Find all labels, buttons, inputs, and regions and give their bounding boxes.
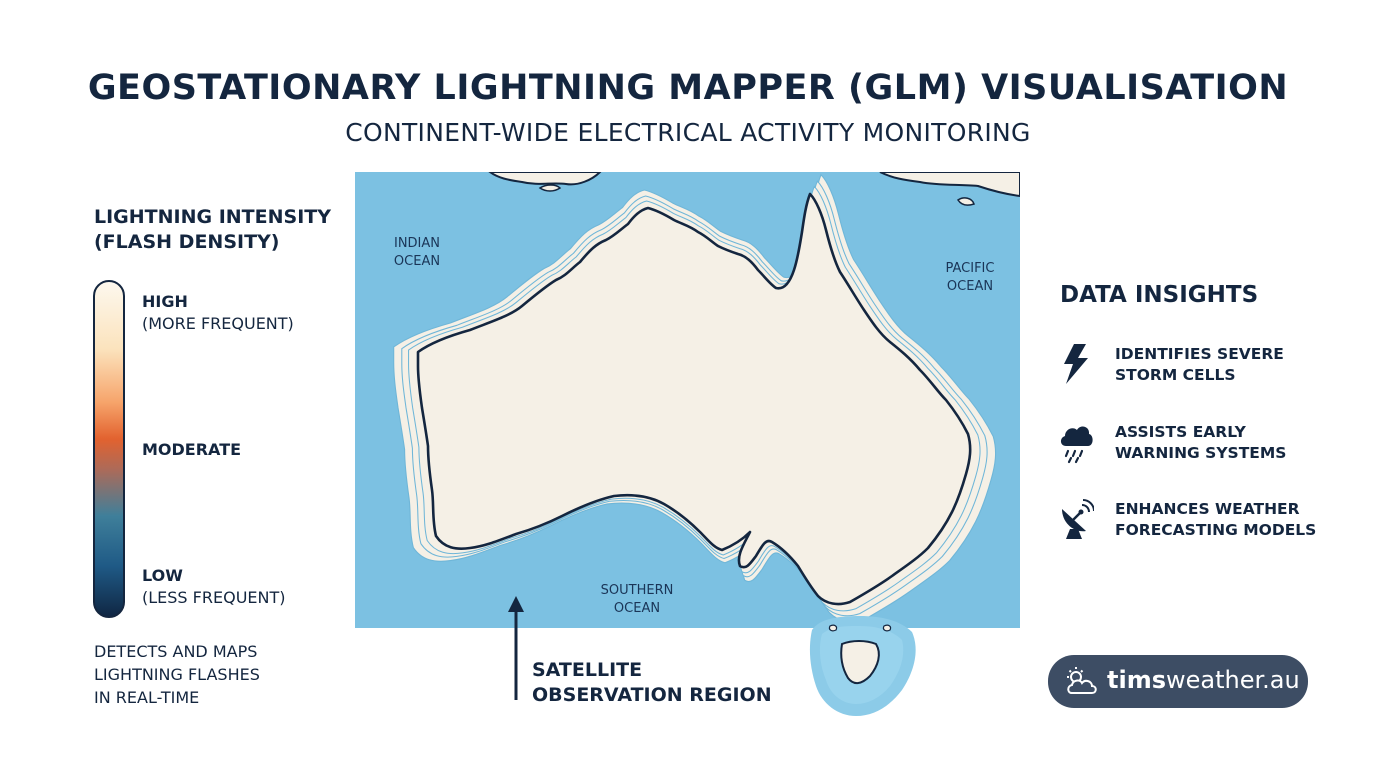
brand-name-part2: weather.au bbox=[1166, 666, 1300, 694]
region-arrow-head bbox=[508, 596, 524, 612]
insight-line1: IDENTIFIES SEVERE bbox=[1115, 345, 1284, 363]
page-title: GEOSTATIONARY LIGHTNING MAPPER (GLM) VIS… bbox=[87, 68, 1289, 108]
island-north bbox=[488, 172, 602, 186]
page-subtitle: CONTINENT-WIDE ELECTRICAL ACTIVITY MONIT… bbox=[345, 118, 1031, 147]
legend-note-line1: DETECTS AND MAPS bbox=[94, 642, 258, 661]
insight-line2: STORM CELLS bbox=[1115, 366, 1236, 384]
legend-high-note: (MORE FREQUENT) bbox=[142, 314, 294, 333]
observation-region-label: SATELLITE OBSERVATION REGION bbox=[532, 658, 772, 708]
insight-line2: FORECASTING MODELS bbox=[1115, 521, 1317, 539]
insight-line1: ASSISTS EARLY bbox=[1115, 423, 1246, 441]
insight-line1: ENHANCES WEATHER bbox=[1115, 500, 1300, 518]
legend-moderate-label: MODERATE bbox=[142, 440, 242, 459]
legend-note-line2: LIGHTNING FLASHES bbox=[94, 665, 260, 684]
island-small bbox=[956, 197, 975, 206]
observation-region-line2: OBSERVATION REGION bbox=[532, 684, 772, 706]
legend-low-label: LOW bbox=[142, 566, 183, 585]
sun-cloud-icon bbox=[1067, 667, 1097, 694]
pacific-ocean-label-2: OCEAN bbox=[947, 279, 993, 294]
island-new-guinea bbox=[879, 172, 1020, 198]
insight-item-early-warning: ASSISTS EARLY WARNING SYSTEMS bbox=[1058, 420, 1358, 468]
legend-note-line3: IN REAL-TIME bbox=[94, 688, 200, 707]
insights-title: DATA INSIGHTS bbox=[1060, 282, 1259, 308]
legend-title-line1: LIGHTNING INTENSITY bbox=[94, 206, 331, 228]
legend-high-label: HIGH bbox=[142, 292, 188, 311]
bass-strait-islands bbox=[828, 624, 892, 632]
indian-ocean-label-2: OCEAN bbox=[394, 254, 440, 269]
legend-low-note: (LESS FREQUENT) bbox=[142, 588, 286, 607]
southern-ocean-label-2: OCEAN bbox=[614, 601, 660, 616]
lightning-bolt-icon bbox=[1064, 344, 1088, 384]
brand-name-part1: tims bbox=[1107, 666, 1166, 694]
island-small bbox=[538, 184, 562, 192]
observation-region-line1: SATELLITE bbox=[532, 659, 643, 681]
legend-title-line2: (FLASH DENSITY) bbox=[94, 231, 280, 253]
insight-item-storm-cells: IDENTIFIES SEVERE STORM CELLS bbox=[1058, 342, 1358, 390]
storm-cloud-icon bbox=[1060, 426, 1093, 464]
legend-title: LIGHTNING INTENSITY (FLASH DENSITY) bbox=[94, 205, 331, 255]
insight-line2: WARNING SYSTEMS bbox=[1115, 444, 1287, 462]
brand-name: timsweather.au bbox=[1107, 666, 1300, 694]
legend-note: DETECTS AND MAPS LIGHTNING FLASHES IN RE… bbox=[94, 640, 314, 709]
satellite-dish-icon bbox=[1062, 499, 1094, 539]
pacific-ocean-label-1: PACIFIC bbox=[946, 261, 995, 276]
intensity-color-scale bbox=[93, 280, 125, 618]
brand-badge[interactable]: timsweather.au bbox=[1048, 655, 1308, 708]
southern-ocean-label-1: SOUTHERN bbox=[601, 583, 674, 598]
insight-item-forecasting: ENHANCES WEATHER FORECASTING MODELS bbox=[1058, 497, 1358, 545]
indian-ocean-label-1: INDIAN bbox=[394, 236, 440, 251]
tasmania bbox=[840, 640, 880, 684]
